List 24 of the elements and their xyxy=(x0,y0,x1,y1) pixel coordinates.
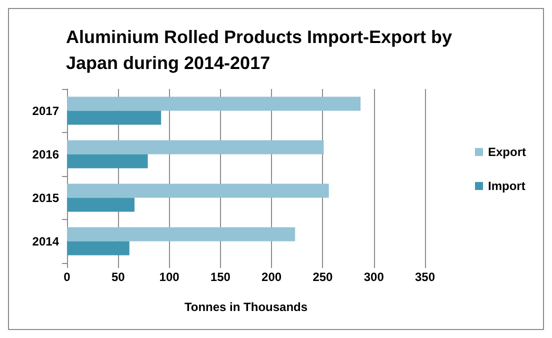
bar xyxy=(67,227,296,242)
chart-title: Aluminium Rolled Products Import-Export by Japan during 2014-2017 xyxy=(66,27,458,73)
y-tick-label: 2015 xyxy=(32,190,60,205)
bar xyxy=(67,154,148,168)
bar xyxy=(67,241,130,256)
x-tick-label: 300 xyxy=(364,270,384,284)
legend-label: Export xyxy=(488,145,526,159)
x-tick-label: 150 xyxy=(210,270,231,284)
x-axis-title: Tonnes in Thousands xyxy=(184,300,308,314)
y-tick-label: 2017 xyxy=(32,104,60,118)
x-tick-label: 50 xyxy=(111,270,126,284)
bar xyxy=(67,110,162,125)
x-tick-label: 0 xyxy=(64,270,71,284)
y-tick-label: 2014 xyxy=(32,234,60,248)
x-tick-label: 350 xyxy=(414,270,436,284)
bar xyxy=(67,140,324,154)
x-tick-label: 200 xyxy=(262,270,282,284)
y-tick-label: 2016 xyxy=(32,147,60,162)
bar xyxy=(67,184,329,198)
legend-label: Import xyxy=(488,179,526,193)
bar xyxy=(67,96,361,111)
x-tick-label: 100 xyxy=(159,270,180,284)
x-tick-label: 250 xyxy=(312,270,334,284)
bar xyxy=(67,198,135,212)
